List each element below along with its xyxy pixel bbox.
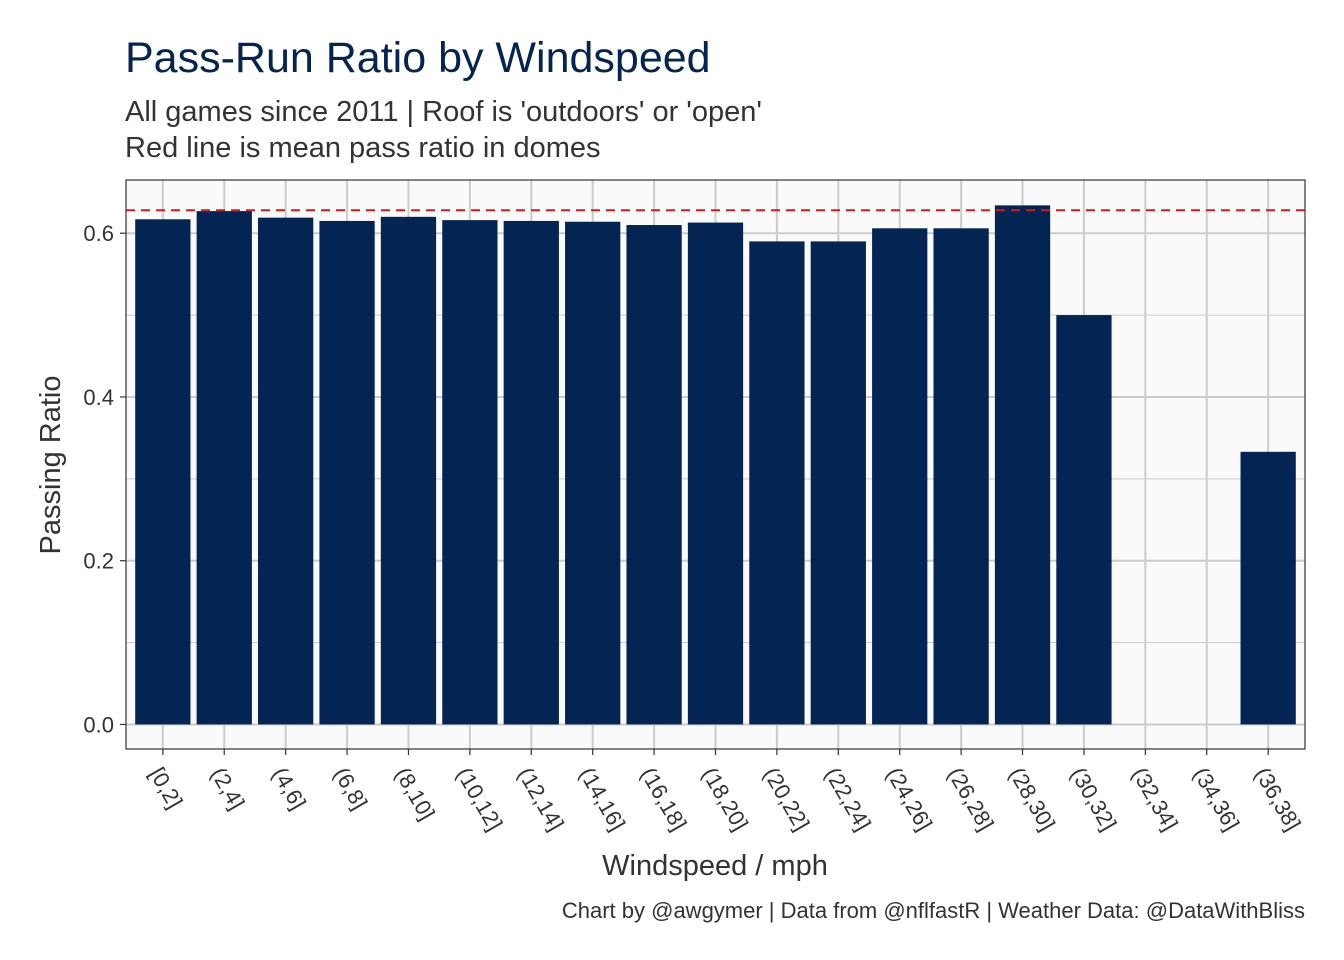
bar: [258, 217, 314, 725]
x-tick-label: (18,20]: [697, 763, 753, 835]
bar: [994, 205, 1051, 725]
x-tick-label: (10,12]: [452, 763, 508, 835]
bar: [872, 228, 928, 725]
x-tick-label: (30,32]: [1066, 763, 1122, 835]
x-tick-label: (16,18]: [636, 763, 692, 835]
bar: [503, 220, 559, 725]
bars: [135, 205, 1296, 725]
x-tick-label: (26,28]: [943, 763, 999, 835]
x-axis: [0,2] (2,4] (4,6] (6,8] (8,10] (10,12] (12,14]…: [145, 749, 1306, 835]
chart-subtitle-line-1: All games since 2011 | Roof is 'outdoors…: [125, 96, 762, 128]
bar: [1240, 451, 1296, 725]
x-axis-label: Windspeed / mph: [602, 850, 828, 882]
bar: [442, 220, 498, 725]
x-tick-label: (34,36]: [1188, 763, 1244, 835]
x-tick-label: (24,26]: [881, 763, 937, 835]
bar: [810, 241, 866, 725]
x-tick-label: (6,8]: [329, 763, 373, 814]
bar: [135, 219, 191, 725]
bar: [749, 241, 805, 725]
bar: [565, 221, 621, 725]
y-axis: 0.0 0.2 0.4 0.6: [83, 221, 126, 737]
x-tick-label: [0,2]: [145, 763, 188, 813]
y-axis-label: Passing Ratio: [35, 376, 67, 555]
x-tick-label: (12,14]: [513, 763, 569, 835]
chart-subtitle-line-2: Red line is mean pass ratio in domes: [125, 132, 601, 164]
x-tick-label: (28,30]: [1004, 763, 1060, 835]
bar: [626, 225, 682, 725]
chart-title: Pass-Run Ratio by Windspeed: [125, 34, 711, 82]
bar: [687, 222, 744, 725]
bar: [380, 216, 437, 725]
y-tick-label: 0.6: [83, 221, 114, 246]
x-tick-label: (2,4]: [206, 763, 250, 814]
x-tick-label: (36,38]: [1250, 763, 1306, 835]
x-tick-label: (4,6]: [267, 763, 311, 814]
y-tick-label: 0.0: [83, 712, 114, 737]
x-tick-label: (32,34]: [1127, 763, 1183, 835]
y-tick-label: 0.2: [83, 549, 114, 574]
bar: [196, 211, 252, 725]
y-tick-label: 0.4: [83, 385, 114, 410]
x-tick-label: (22,24]: [820, 763, 876, 835]
x-tick-label: (20,22]: [759, 763, 815, 835]
bar: [933, 228, 989, 725]
chart-caption: Chart by @awgymer | Data from @nflfastR …: [562, 898, 1305, 923]
bar: [1056, 315, 1112, 725]
x-tick-label: (8,10]: [390, 763, 440, 824]
x-tick-label: (14,16]: [574, 763, 630, 835]
bar: [319, 220, 375, 725]
